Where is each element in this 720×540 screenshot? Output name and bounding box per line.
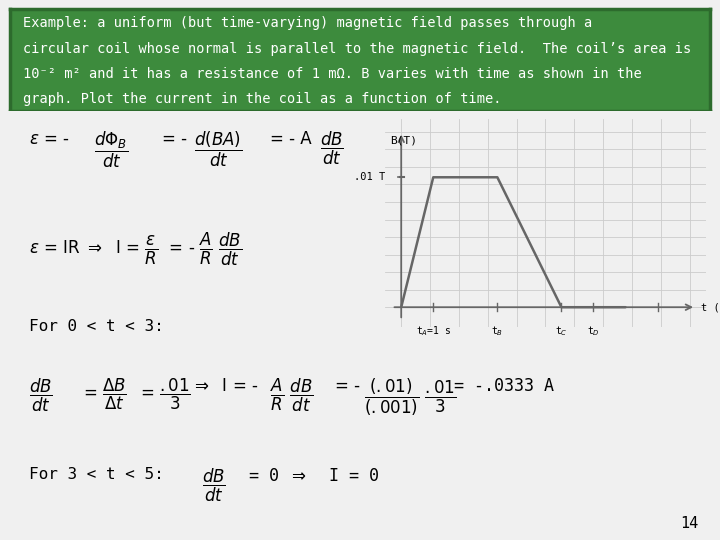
Text: Example: a uniform (but time-varying) magnetic field passes through a: Example: a uniform (but time-varying) ma… (22, 16, 592, 30)
Text: t$_A$=1 s: t$_A$=1 s (415, 324, 451, 338)
Text: = -.0333 A: = -.0333 A (454, 377, 554, 395)
Text: circular coil whose normal is parallel to the magnetic field.  The coil’s area i: circular coil whose normal is parallel t… (22, 42, 691, 56)
Text: 14: 14 (680, 516, 698, 531)
Text: 10⁻² m² and it has a resistance of 1 mΩ. B varies with time as shown in the: 10⁻² m² and it has a resistance of 1 mΩ.… (22, 67, 642, 81)
Text: t$_B$: t$_B$ (491, 324, 503, 338)
Text: t (s): t (s) (701, 302, 720, 312)
Text: = -: = - (162, 130, 187, 148)
Text: B(T): B(T) (390, 136, 417, 146)
Text: = -: = - (335, 377, 360, 395)
Text: $\dfrac{d\Phi_B}{dt}$: $\dfrac{d\Phi_B}{dt}$ (94, 130, 128, 170)
Text: = $\dfrac{\Delta B}{\Delta t}$: = $\dfrac{\Delta B}{\Delta t}$ (83, 377, 127, 412)
Text: = $\dfrac{.01}{3}$: = $\dfrac{.01}{3}$ (140, 377, 192, 412)
Text: graph. Plot the current in the coil as a function of time.: graph. Plot the current in the coil as a… (22, 92, 501, 106)
Text: t$_D$: t$_D$ (587, 324, 600, 338)
Text: .01 T: .01 T (354, 172, 385, 183)
Text: $\varepsilon$ = -: $\varepsilon$ = - (29, 130, 69, 148)
Text: For 3 < t < 5:: For 3 < t < 5: (29, 467, 163, 482)
Text: $\dfrac{A}{R}$ $\dfrac{dB}{dt}$: $\dfrac{A}{R}$ $\dfrac{dB}{dt}$ (270, 377, 314, 414)
Text: $\dfrac{dB}{dt}$: $\dfrac{dB}{dt}$ (202, 467, 225, 504)
Text: $\varepsilon$ = IR $\Rightarrow$  I = $\dfrac{\varepsilon}{R}$  = - $\dfrac{A}{R: $\varepsilon$ = IR $\Rightarrow$ I = $\d… (29, 231, 242, 268)
Text: For 0 < t < 3:: For 0 < t < 3: (29, 319, 163, 334)
Text: $\Rightarrow$  I = -: $\Rightarrow$ I = - (191, 377, 258, 395)
Text: = - A: = - A (270, 130, 312, 148)
Text: $\dfrac{d(BA)}{dt}$: $\dfrac{d(BA)}{dt}$ (194, 130, 243, 169)
Text: $\dfrac{(.01)}{(.001)}$ $\dfrac{.01}{3}$: $\dfrac{(.01)}{(.001)}$ $\dfrac{.01}{3}$ (364, 377, 456, 418)
Text: t$_C$: t$_C$ (555, 324, 568, 338)
Text: $\dfrac{dB}{dt}$: $\dfrac{dB}{dt}$ (320, 130, 344, 167)
Text: = 0 $\Rightarrow$  I = 0: = 0 $\Rightarrow$ I = 0 (248, 467, 380, 485)
Text: $\dfrac{dB}{dt}$: $\dfrac{dB}{dt}$ (29, 377, 53, 414)
